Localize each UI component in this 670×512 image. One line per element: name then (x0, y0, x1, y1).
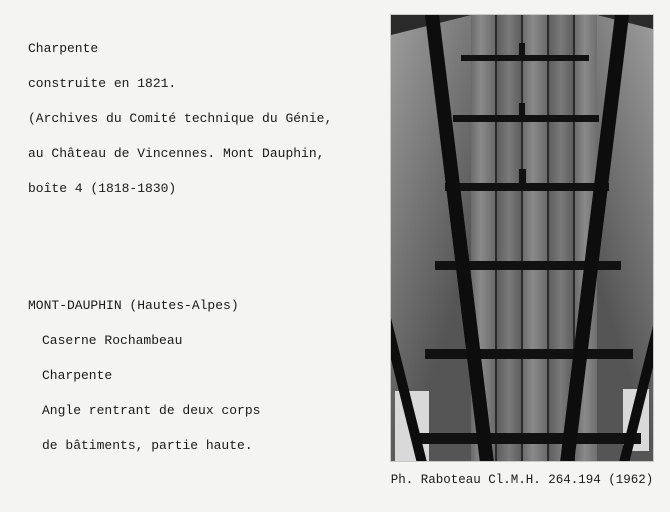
photo-panel: Ph. Raboteau Cl.M.H. 264.194 (1962) (390, 14, 654, 489)
bottom-note: MONT-DAUPHIN (Hautes-Alpes) Caserne Roch… (28, 279, 260, 472)
roof-framework-photo (390, 14, 654, 462)
text-panel: Charpente construite en 1821. (Archives … (28, 22, 368, 482)
note-line: construite en 1821. (28, 76, 176, 91)
note-line: Charpente (28, 41, 98, 56)
note-line: au Château de Vincennes. Mont Dauphin, (28, 146, 324, 161)
note-line: Charpente (28, 367, 260, 385)
top-note: Charpente construite en 1821. (Archives … (28, 22, 368, 197)
note-line: MONT-DAUPHIN (Hautes-Alpes) (28, 298, 239, 313)
note-line: boîte 4 (1818-1830) (28, 181, 176, 196)
note-line: Angle rentrant de deux corps (28, 402, 260, 420)
note-line: (Archives du Comité technique du Génie, (28, 111, 332, 126)
note-line: de bâtiments, partie haute. (28, 437, 260, 455)
note-line: Caserne Rochambeau (28, 332, 260, 350)
photo-credit: Ph. Raboteau Cl.M.H. 264.194 (1962) (390, 472, 654, 489)
